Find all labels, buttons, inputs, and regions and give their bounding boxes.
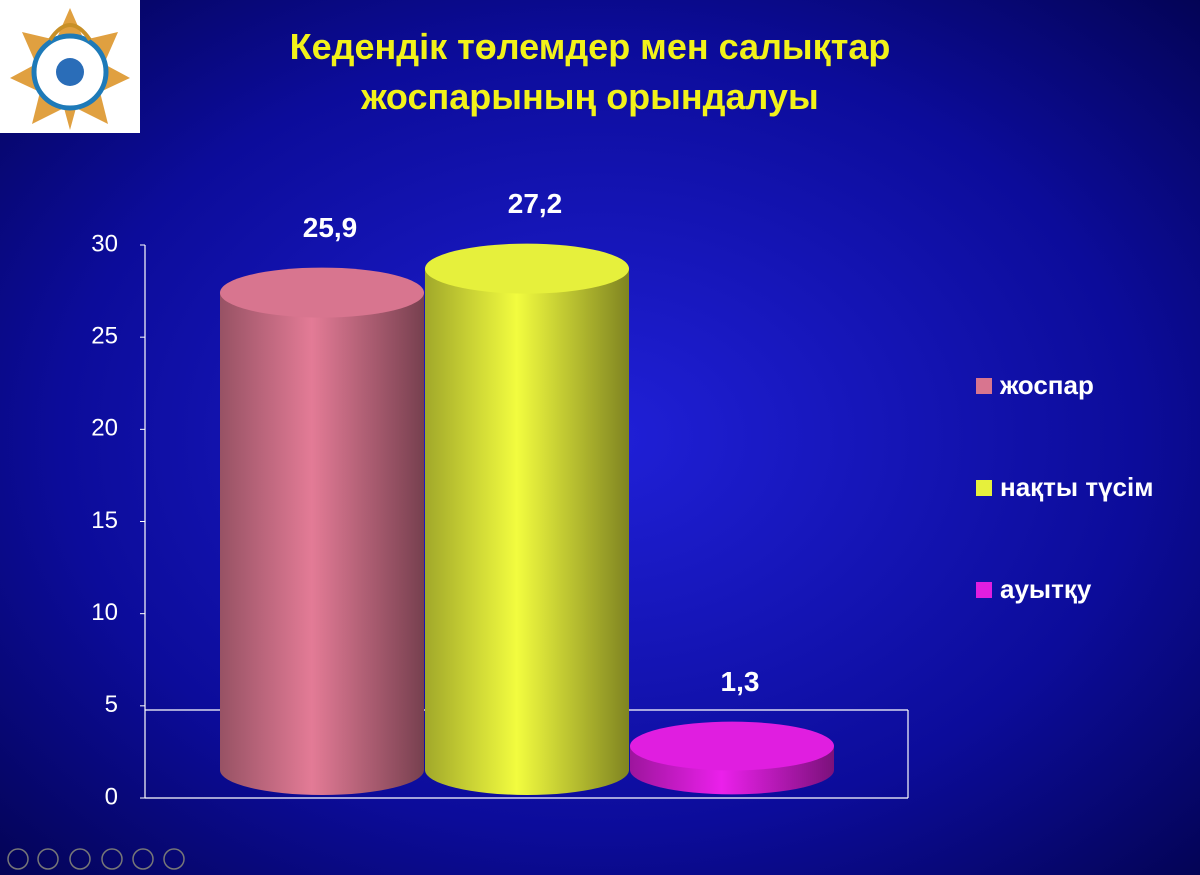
y-tick-label: 10: [91, 599, 118, 626]
value-label: 1,3: [721, 666, 760, 697]
legend-label: ауытқу: [1000, 574, 1092, 604]
legend-label: жоспар: [999, 370, 1094, 400]
cylinder-bar: [425, 243, 629, 795]
y-tick-label: 30: [91, 230, 118, 257]
cylinder-bar: [630, 721, 834, 795]
cylinder-top: [630, 721, 834, 771]
legend-swatch: [976, 582, 992, 598]
title-line: Кедендік төлемдер мен салықтар: [289, 26, 891, 67]
y-tick-label: 5: [105, 691, 118, 718]
cylinder-body: [220, 292, 424, 795]
y-tick-label: 25: [91, 323, 118, 350]
chart-title: Кедендік төлемдер мен салықтар жоспарыны…: [230, 22, 950, 122]
cylinder-bar: [220, 267, 424, 795]
cylinder-body: [425, 268, 629, 795]
value-label: 27,2: [508, 188, 563, 219]
cylinder-top: [220, 267, 424, 318]
y-tick-label: 0: [105, 783, 118, 810]
legend-label: нақты түсім: [1000, 472, 1153, 502]
y-tick-label: 20: [91, 415, 118, 442]
legend-swatch: [976, 480, 992, 496]
legend-swatch: [976, 378, 992, 394]
value-label: 25,9: [303, 212, 358, 243]
controls[interactable]: [7, 848, 185, 870]
y-tick-label: 15: [91, 507, 118, 534]
cylinder-top: [425, 243, 629, 294]
logo: [0, 0, 140, 133]
title-line: жоспарының орындалуы: [361, 76, 819, 117]
